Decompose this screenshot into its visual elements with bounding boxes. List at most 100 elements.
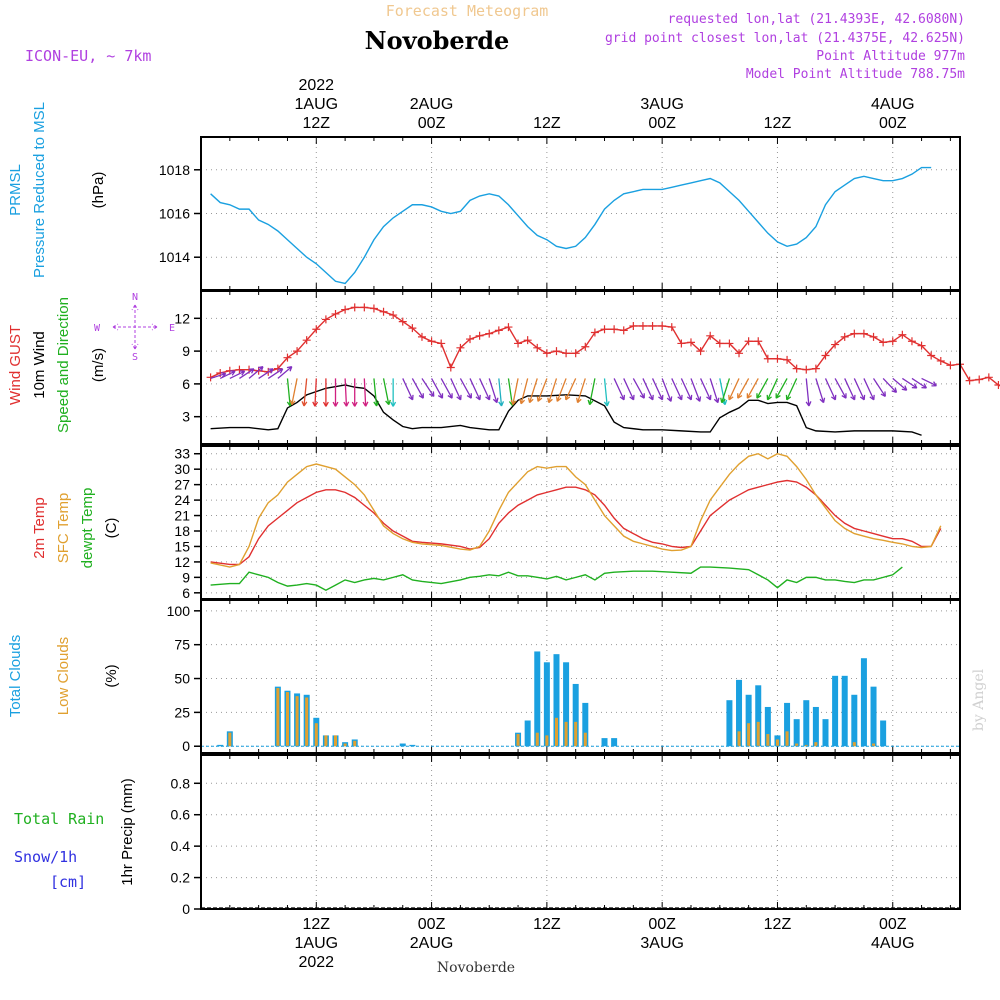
y-tick-label: 15 [174,538,190,554]
panel-label: Total Clouds [7,635,24,718]
gust-marker [437,339,446,348]
wind-arrow [219,370,236,380]
gust-marker [619,326,628,335]
cloud-bar [784,702,791,747]
time-label: 3AUG [640,935,684,952]
time-label: 00Z [418,115,446,132]
time-label: 2022 [298,954,334,971]
gust-marker [792,364,801,373]
cloud-bar [553,654,560,747]
gust-marker [494,326,503,335]
cloud-bar [832,675,839,747]
cloud-bar [611,738,618,747]
y-tick-label: 1018 [159,162,190,178]
series-line-2-2 [210,566,903,592]
wind-arrow [469,378,481,401]
cloud-bar [736,679,743,747]
wind-arrow [844,378,856,401]
gust-marker [312,325,321,334]
gust-marker [350,303,359,312]
point-altitude: Point Altitude 977m [816,49,965,64]
gust-marker [638,321,647,330]
gust-marker [235,365,244,374]
cloud-bar [295,696,299,747]
wind-arrow [642,378,654,401]
wind-arrow [382,378,391,406]
wind-arrow [479,378,491,401]
y-tick-label: 1016 [159,206,190,222]
time-label: 4AUG [871,935,915,952]
gust-marker [917,341,926,350]
time-label: 2022 [298,77,334,94]
wind-arrow [312,378,319,407]
wind-arrow [863,378,875,401]
gust-marker [802,365,811,374]
wind-arrow [576,378,586,404]
wind-arrow [258,368,274,379]
wind-arrow [700,378,712,401]
gust-marker [293,347,302,356]
wind-arrow [239,368,255,379]
gust-marker [686,338,695,347]
wind-arrow [775,378,788,399]
panel-label: dewpt Temp [79,488,96,569]
cloud-bar [285,692,289,747]
gust-marker [485,329,494,338]
y-tick-label: 9 [182,569,190,585]
gust-marker [984,373,993,382]
wind-arrow [872,378,886,398]
gust-marker [302,336,311,345]
cloud-bar [574,721,578,747]
cloud-bar [399,743,406,747]
time-label: 2AUG [410,935,454,952]
compass-n: N [132,292,138,303]
wind-arrow [431,378,444,399]
wind-arrow [651,378,664,401]
gust-marker [850,329,859,338]
wind-arrow [756,378,769,399]
y-tick-label: 30 [174,461,190,477]
panel-label: PRMSL [7,164,24,216]
precip-legend-unit: [cm] [50,873,86,891]
gridpoint-coordinates: grid point closest lon,lat (21.4375E, 42… [605,31,965,46]
gust-marker [888,337,897,346]
gust-marker [831,340,840,349]
y-tick-label: 33 [174,446,190,462]
gust-marker [456,343,465,352]
cloud-bar [305,697,309,747]
gust-marker [898,330,907,339]
cloud-bar [852,742,856,747]
panels: 1014 1016 1018 PRMSL Pressure Reduced to MSL… [7,102,1000,917]
wind-arrow [815,378,826,404]
wind-arrow [277,365,293,379]
wind-arrow [555,378,567,402]
gust-marker [427,337,436,346]
wind-arrow [229,370,246,380]
cloud-bar [860,658,867,747]
gust-marker [907,337,916,346]
wind-arrow [709,378,720,404]
panel-label: Speed and Direction [55,297,72,433]
gust-marker [706,331,715,340]
cloud-bar [872,743,876,747]
y-tick-label: 75 [174,637,190,653]
wind-arrow [498,378,505,407]
cloud-bar [334,735,338,747]
panel-frame [200,290,961,445]
y-tick-label: 21 [174,508,190,524]
gust-marker [446,363,455,372]
y-tick-label: 50 [174,671,190,687]
wind-arrow [488,378,499,404]
gust-marker [475,331,484,340]
panel-label: Wind GUST [7,325,24,405]
y-tick-label: 12 [174,310,190,326]
cloud-bar [756,721,760,747]
cloud-bar [803,700,810,747]
cloud-bar [785,731,789,747]
wind-arrow [901,377,918,389]
wind-arrow [690,378,702,402]
cloud-bar [554,717,558,747]
wind-arrow [746,378,759,399]
wind-arrow [519,378,529,405]
